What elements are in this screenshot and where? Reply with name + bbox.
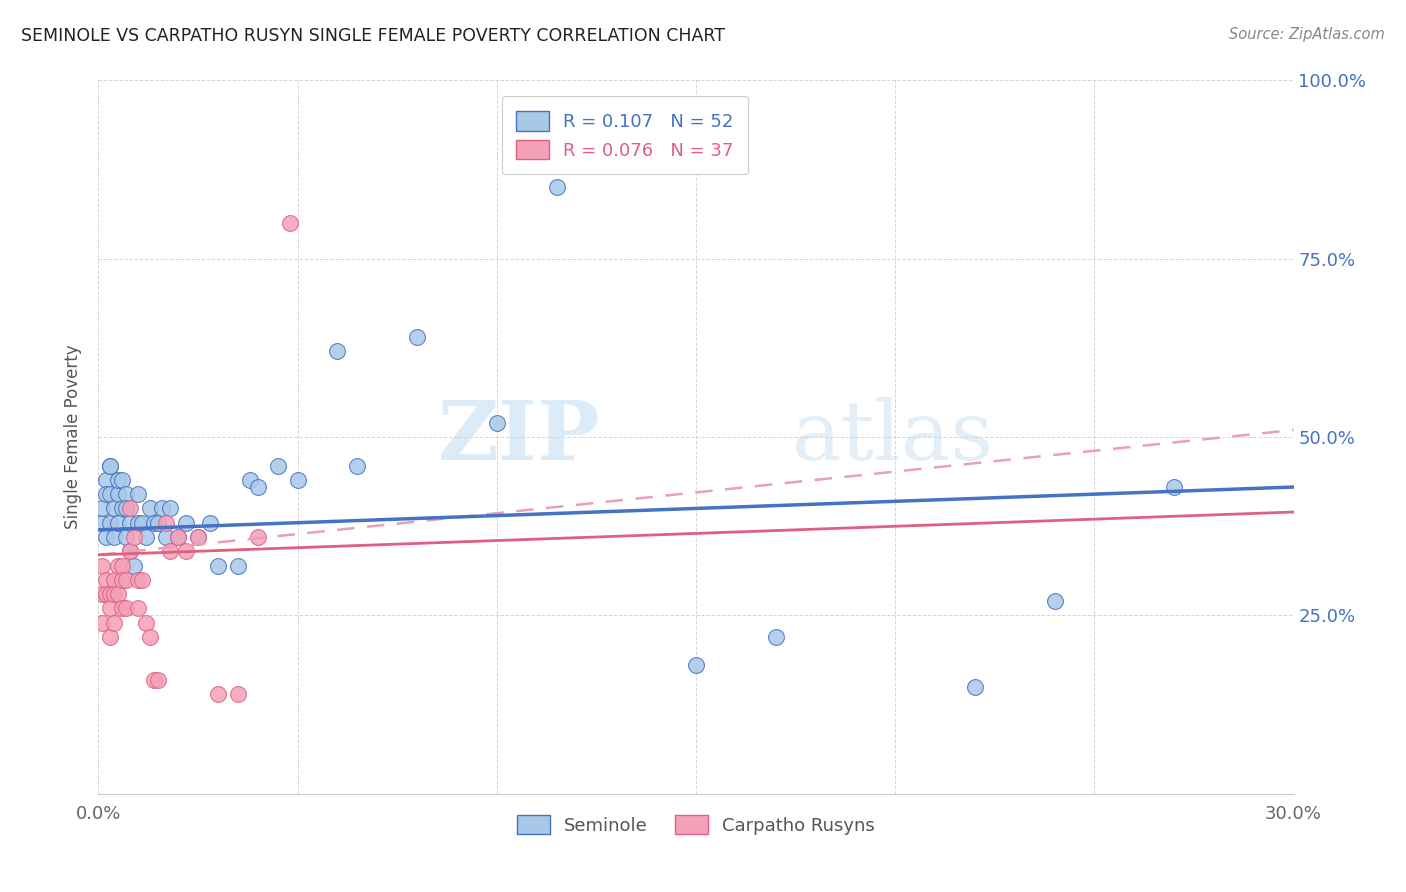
Point <box>406 330 429 344</box>
Point <box>167 530 190 544</box>
Text: atlas: atlas <box>792 397 994 477</box>
Point <box>120 501 142 516</box>
Point <box>167 530 190 544</box>
Point <box>246 480 269 494</box>
Point <box>115 501 138 516</box>
Point <box>115 601 138 615</box>
Point <box>103 587 125 601</box>
Point <box>239 473 262 487</box>
Point <box>346 458 368 473</box>
Point <box>115 530 138 544</box>
Point <box>765 630 787 644</box>
Point <box>111 601 134 615</box>
Point <box>139 501 162 516</box>
Point <box>159 544 181 558</box>
Point <box>91 615 114 630</box>
Point <box>98 601 122 615</box>
Text: SEMINOLE VS CARPATHO RUSYN SINGLE FEMALE POVERTY CORRELATION CHART: SEMINOLE VS CARPATHO RUSYN SINGLE FEMALE… <box>21 27 725 45</box>
Point <box>127 573 149 587</box>
Point <box>546 180 568 194</box>
Point <box>226 687 249 701</box>
Point <box>91 501 114 516</box>
Point <box>107 587 129 601</box>
Point <box>98 458 122 473</box>
Legend: Seminole, Carpatho Rusyns: Seminole, Carpatho Rusyns <box>503 800 889 849</box>
Point <box>174 516 197 530</box>
Point <box>120 516 142 530</box>
Point <box>91 558 114 573</box>
Point <box>685 658 707 673</box>
Point <box>96 573 118 587</box>
Point <box>174 544 197 558</box>
Y-axis label: Single Female Poverty: Single Female Poverty <box>65 345 83 529</box>
Point <box>135 530 157 544</box>
Point <box>143 516 166 530</box>
Point <box>96 473 118 487</box>
Point <box>198 516 221 530</box>
Point <box>96 530 118 544</box>
Point <box>278 216 301 230</box>
Point <box>111 501 134 516</box>
Point <box>98 487 122 501</box>
Point <box>91 587 114 601</box>
Point <box>103 573 125 587</box>
Point <box>131 573 153 587</box>
Point <box>98 458 122 473</box>
Point <box>111 573 134 587</box>
Point <box>96 587 118 601</box>
Point <box>155 530 177 544</box>
Point <box>1043 594 1066 608</box>
Text: ZIP: ZIP <box>437 397 600 477</box>
Point <box>246 530 269 544</box>
Text: Source: ZipAtlas.com: Source: ZipAtlas.com <box>1229 27 1385 42</box>
Point <box>98 516 122 530</box>
Point <box>148 516 170 530</box>
Point <box>124 558 146 573</box>
Point <box>120 544 142 558</box>
Point <box>131 516 153 530</box>
Point <box>127 601 149 615</box>
Point <box>111 473 134 487</box>
Point <box>485 416 508 430</box>
Point <box>143 673 166 687</box>
Point <box>207 687 229 701</box>
Point <box>103 530 125 544</box>
Point <box>107 516 129 530</box>
Point <box>287 473 309 487</box>
Point <box>326 344 349 359</box>
Point <box>155 516 177 530</box>
Point <box>91 516 114 530</box>
Point <box>226 558 249 573</box>
Point <box>127 516 149 530</box>
Point <box>103 501 125 516</box>
Point <box>148 673 170 687</box>
Point <box>111 558 134 573</box>
Point <box>135 615 157 630</box>
Point <box>107 473 129 487</box>
Point <box>1163 480 1185 494</box>
Point <box>107 487 129 501</box>
Point <box>98 630 122 644</box>
Point <box>150 501 173 516</box>
Point <box>187 530 209 544</box>
Point <box>107 558 129 573</box>
Point <box>127 487 149 501</box>
Point <box>124 530 146 544</box>
Point <box>98 587 122 601</box>
Point <box>207 558 229 573</box>
Point <box>267 458 290 473</box>
Point <box>963 680 986 694</box>
Point <box>115 573 138 587</box>
Point <box>120 544 142 558</box>
Point <box>159 501 181 516</box>
Point <box>115 487 138 501</box>
Point <box>103 615 125 630</box>
Point <box>96 487 118 501</box>
Point <box>187 530 209 544</box>
Point <box>139 630 162 644</box>
